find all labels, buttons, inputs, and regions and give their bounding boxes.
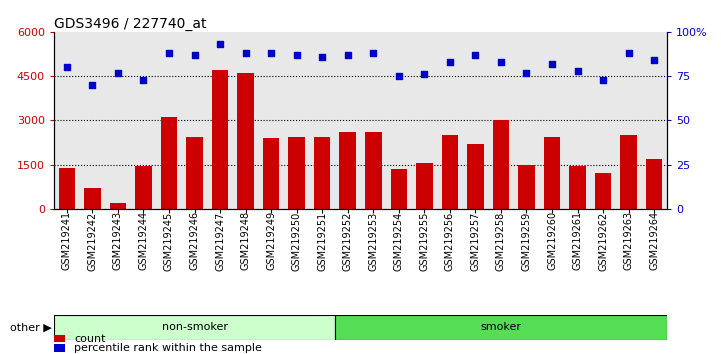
Point [521, 70, 532, 75]
Text: other ▶: other ▶ [10, 322, 51, 332]
Bar [570, 166, 586, 209]
Point [368, 50, 379, 56]
Bar [492, 120, 509, 209]
Text: GSM219260: GSM219260 [547, 211, 557, 270]
Point [291, 52, 302, 58]
Text: GSM219253: GSM219253 [368, 211, 379, 270]
Point [342, 52, 353, 58]
Bar [288, 137, 305, 209]
Point [572, 68, 583, 74]
Text: GSM219263: GSM219263 [624, 211, 634, 270]
Point [214, 41, 226, 47]
Bar [54, 335, 65, 342]
Point [112, 70, 124, 75]
Text: GDS3496 / 227740_at: GDS3496 / 227740_at [54, 17, 207, 31]
Point [597, 77, 609, 82]
Text: GSM219246: GSM219246 [190, 211, 200, 270]
Point [138, 77, 149, 82]
Text: non-smoker: non-smoker [162, 322, 228, 332]
Text: GSM219254: GSM219254 [394, 211, 404, 270]
Text: GSM219256: GSM219256 [445, 211, 455, 270]
Text: GSM219245: GSM219245 [164, 211, 174, 270]
Point [61, 64, 73, 70]
Bar [595, 173, 611, 209]
Text: count: count [74, 333, 106, 344]
Bar [340, 132, 356, 209]
Point [393, 73, 404, 79]
Bar [54, 344, 65, 352]
Bar [237, 73, 254, 209]
Bar [544, 137, 560, 209]
Point [87, 82, 98, 88]
Bar [186, 137, 203, 209]
Text: GSM219251: GSM219251 [317, 211, 327, 270]
Text: GSM219244: GSM219244 [138, 211, 149, 270]
Bar [135, 166, 151, 209]
Point [419, 72, 430, 77]
Bar [84, 188, 101, 209]
Bar [263, 138, 280, 209]
Bar [416, 163, 433, 209]
Bar [391, 169, 407, 209]
Bar [212, 70, 229, 209]
Bar [365, 132, 381, 209]
Point [444, 59, 456, 65]
Bar [646, 159, 663, 209]
Text: GSM219255: GSM219255 [420, 211, 429, 271]
Text: GSM219264: GSM219264 [649, 211, 659, 270]
Text: GSM219249: GSM219249 [266, 211, 276, 270]
Bar [467, 144, 484, 209]
Point [265, 50, 277, 56]
Point [163, 50, 174, 56]
Text: GSM219252: GSM219252 [342, 211, 353, 271]
Bar [441, 135, 458, 209]
Point [240, 50, 252, 56]
Point [648, 57, 660, 63]
Point [623, 50, 634, 56]
Text: GSM219250: GSM219250 [292, 211, 301, 270]
Bar [54, 315, 335, 340]
Bar [110, 203, 126, 209]
Point [317, 54, 328, 59]
Bar [58, 167, 75, 209]
Text: GSM219243: GSM219243 [113, 211, 123, 270]
Text: percentile rank within the sample: percentile rank within the sample [74, 343, 262, 353]
Text: GSM219248: GSM219248 [241, 211, 251, 270]
Text: GSM219261: GSM219261 [572, 211, 583, 270]
Point [469, 52, 481, 58]
Text: GSM219259: GSM219259 [521, 211, 531, 270]
Text: GSM219258: GSM219258 [496, 211, 506, 270]
Text: GSM219241: GSM219241 [62, 211, 72, 270]
Bar [518, 165, 535, 209]
Bar [314, 137, 330, 209]
Text: GSM219262: GSM219262 [598, 211, 608, 270]
Bar [620, 135, 637, 209]
Point [547, 61, 558, 67]
Bar [161, 118, 177, 209]
Text: GSM219242: GSM219242 [87, 211, 97, 270]
Text: GSM219247: GSM219247 [215, 211, 225, 270]
Point [495, 59, 507, 65]
Text: smoker: smoker [480, 322, 521, 332]
Point [189, 52, 200, 58]
Text: GSM219257: GSM219257 [470, 211, 480, 271]
Bar [335, 315, 667, 340]
